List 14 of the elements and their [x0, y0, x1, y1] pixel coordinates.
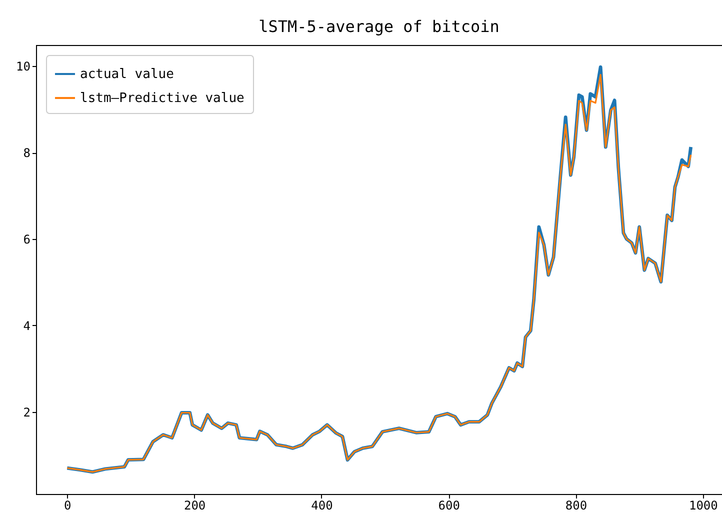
x-tick-label: 1000	[688, 498, 718, 512]
y-tick-label: 6	[23, 232, 30, 247]
x-tick-label: 400	[311, 498, 333, 512]
legend-label: actual value	[80, 67, 174, 82]
x-tick-label: 600	[438, 498, 460, 512]
x-tick-label: 800	[565, 498, 588, 512]
x-tick-label: 200	[184, 498, 206, 512]
legend-label: lstm—Predictive value	[80, 91, 245, 106]
y-tick-label: 8	[23, 146, 30, 160]
y-tick-label: 4	[23, 318, 30, 333]
y-tick-label: 10	[16, 60, 30, 74]
y-tick-label: 2	[23, 405, 30, 420]
chart-title: lSTM-5-average of bitcoin	[258, 17, 500, 36]
x-tick-label: 0	[64, 498, 72, 512]
